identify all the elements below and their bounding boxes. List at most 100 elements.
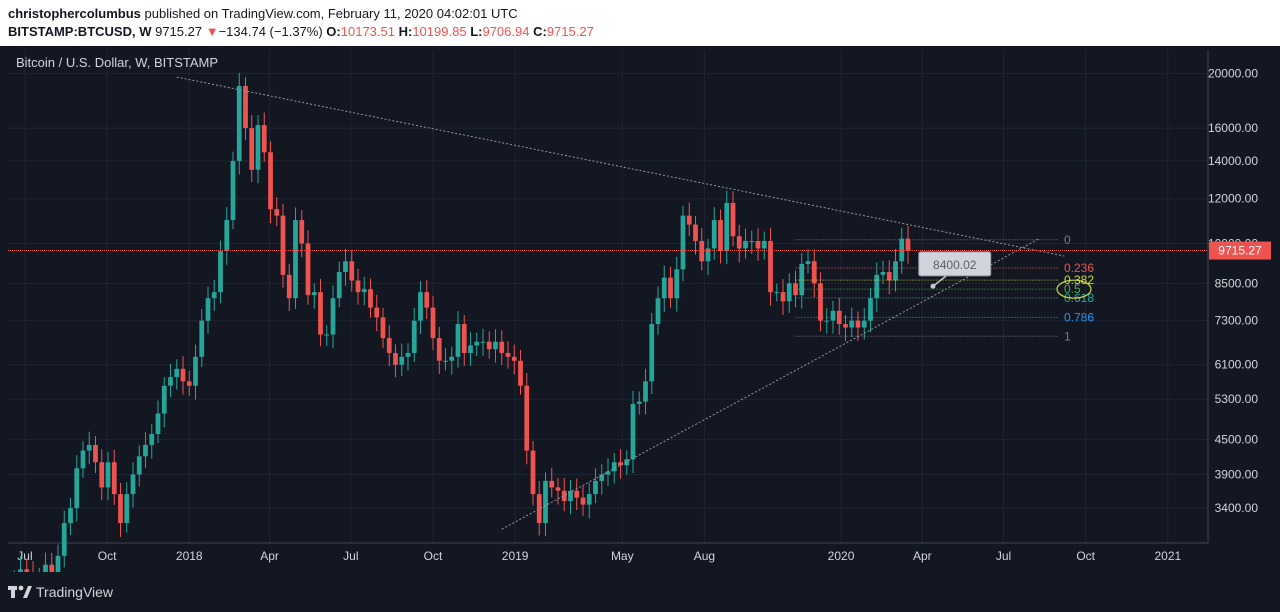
- candle-body: [286, 274, 292, 299]
- candle-body: [380, 317, 386, 339]
- candle-body: [230, 160, 236, 221]
- candle-body: [43, 564, 48, 572]
- candle-body: [199, 320, 205, 357]
- trendline: [176, 76, 1065, 257]
- candle-body: [861, 320, 867, 328]
- x-tick-label: May: [611, 549, 634, 563]
- candle-body: [611, 462, 617, 472]
- candle-body: [486, 341, 492, 350]
- last-price: 9715.27: [155, 24, 203, 39]
- candle-body: [868, 298, 873, 321]
- candle-body: [168, 377, 173, 386]
- publish-header: christophercolumbus published on Trading…: [0, 0, 1280, 46]
- candle-body: [805, 261, 811, 264]
- candle-body: [593, 480, 598, 495]
- candle-body: [161, 385, 167, 414]
- candle-body: [668, 277, 673, 299]
- x-tick-label: Jul: [996, 549, 1011, 563]
- symbol-label: BITSTAMP:BTCUSD, W: [8, 24, 152, 39]
- candle-body: [586, 494, 592, 505]
- candle-body: [786, 283, 792, 302]
- candle-body: [468, 345, 473, 353]
- candle-body: [205, 298, 211, 321]
- x-tick-label: Apr: [260, 549, 279, 563]
- y-tick-label: 14000.00: [1208, 154, 1258, 168]
- candle-body: [505, 352, 511, 357]
- candle-body: [843, 324, 848, 328]
- candle-body: [18, 569, 23, 572]
- candle-body: [480, 341, 486, 343]
- candle-body: [686, 215, 692, 225]
- candle-body: [474, 341, 480, 346]
- candle-body: [93, 444, 98, 463]
- candle-body: [524, 385, 530, 451]
- candle-body: [224, 220, 230, 251]
- x-tick-label: 2020: [828, 549, 855, 563]
- fib-level-label: 0.5: [1064, 282, 1081, 296]
- candle-body: [186, 381, 192, 386]
- author-name[interactable]: christophercolumbus: [8, 6, 141, 21]
- candle-body: [824, 320, 830, 322]
- publish-info: christophercolumbus published on Trading…: [8, 6, 518, 21]
- candle-body: [130, 474, 136, 495]
- candle-body: [836, 310, 842, 325]
- candle-body: [711, 220, 717, 249]
- candle-body: [818, 283, 823, 321]
- candle-body: [780, 292, 786, 302]
- candle-body: [768, 241, 773, 293]
- price-chart[interactable]: 20000.0016000.0014000.0012000.0010000.00…: [0, 46, 1280, 572]
- y-tick-label: 7300.00: [1215, 314, 1259, 328]
- x-tick-label: Jul: [343, 549, 358, 563]
- candle-body: [461, 324, 467, 353]
- candle-body: [718, 220, 723, 251]
- candle-body: [136, 456, 142, 475]
- candle-body: [424, 292, 430, 308]
- callout-box: [918, 251, 992, 277]
- candle-body: [343, 261, 348, 273]
- candle-body: [386, 338, 392, 353]
- low-label: L:: [470, 24, 483, 39]
- fib-level-label: 0.236: [1064, 261, 1094, 275]
- candle-body: [180, 368, 186, 382]
- candle-body: [730, 202, 736, 237]
- candle-body: [336, 272, 342, 299]
- publish-text: published on TradingView.com, February 1…: [140, 6, 518, 21]
- y-tick-label: 3400.00: [1215, 501, 1259, 515]
- ohlc-line: BITSTAMP:BTCUSD, W 9715.27 ▼−134.74 (−1.…: [8, 24, 594, 39]
- candle-body: [499, 341, 505, 353]
- candle-body: [799, 263, 805, 296]
- candle-body: [318, 292, 323, 335]
- fib-level-label: 1: [1064, 329, 1071, 343]
- candle-body: [518, 360, 523, 386]
- candle-body: [574, 490, 580, 498]
- open-value: 10173.51: [340, 24, 395, 39]
- candle-body: [736, 236, 742, 249]
- candle-body: [674, 269, 680, 299]
- candle-body: [299, 220, 305, 244]
- candle-body: [268, 152, 273, 210]
- last-price-label: 9715.27: [1218, 244, 1262, 258]
- candle-body: [86, 444, 92, 451]
- candle-body: [436, 338, 442, 361]
- footer-brand[interactable]: TradingView: [36, 584, 114, 600]
- candle-body: [218, 250, 223, 293]
- x-tick-label: Oct: [424, 549, 443, 563]
- candle-body: [536, 494, 542, 524]
- fib-level-label: 0.786: [1064, 310, 1094, 324]
- trendline: [501, 238, 1040, 530]
- open-label: O:: [326, 24, 341, 39]
- candle-body: [330, 298, 336, 335]
- candle-body: [111, 462, 117, 495]
- callout-label: 8400.02: [933, 258, 977, 272]
- candle-body: [280, 215, 286, 275]
- candle-body: [361, 289, 367, 293]
- candle-body: [811, 261, 817, 284]
- fib-level-label: 0: [1064, 233, 1071, 247]
- candle-body: [55, 555, 61, 572]
- candle-body: [511, 356, 517, 361]
- candle-body: [549, 480, 555, 488]
- y-tick-label: 8500.00: [1215, 276, 1259, 290]
- candle-body: [324, 334, 330, 336]
- x-tick-label: 2018: [176, 549, 203, 563]
- chart-title: Bitcoin / U.S. Dollar, W, BITSTAMP: [16, 55, 218, 70]
